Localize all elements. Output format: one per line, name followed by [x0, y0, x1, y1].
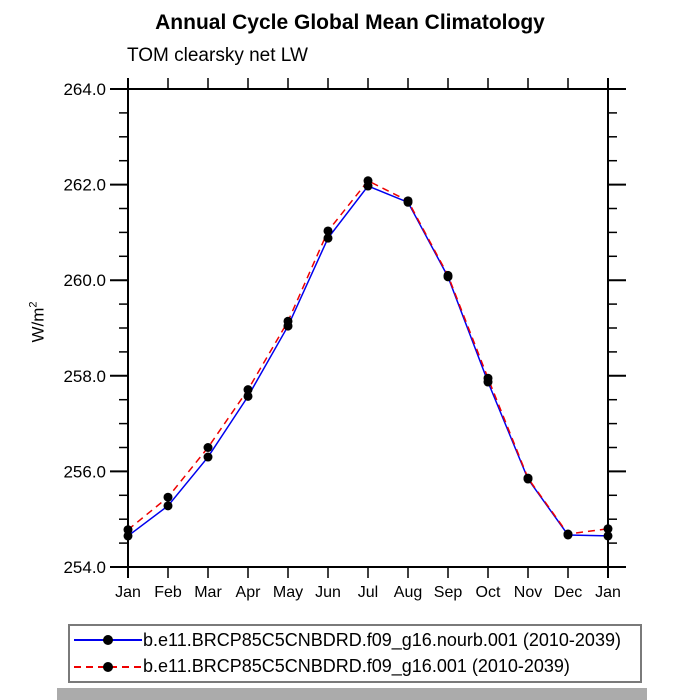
data-point-marker — [163, 501, 173, 511]
data-point-marker — [603, 531, 613, 541]
data-point-marker — [563, 529, 573, 539]
data-point-marker — [123, 531, 133, 541]
legend-sample-marker-icon — [103, 661, 113, 672]
x-tick-label: Apr — [236, 584, 262, 601]
x-tick-label: Oct — [476, 584, 501, 601]
data-point-marker — [283, 316, 293, 326]
chart-subtitle: TOM clearsky net LW — [127, 45, 308, 66]
chart-title: Annual Cycle Global Mean Climatology — [155, 11, 545, 34]
y-tick-label: 264.0 — [63, 80, 106, 99]
chart-canvas: 264.0 262.0 260.0 258.0 256.0 254.0 Jan Feb Mar A… — [63, 78, 626, 601]
x-tick-label: Mar — [194, 584, 222, 601]
x-tick-label: Sep — [434, 584, 463, 601]
data-point-marker — [523, 473, 533, 483]
x-tick-label: Feb — [154, 584, 182, 601]
y-tick-label: 260.0 — [63, 271, 106, 290]
legend-label: b.e11.BRCP85C5CNBDRD.f09_g16.001 (2010-2… — [143, 656, 570, 677]
y-tick-label: 262.0 — [63, 176, 106, 195]
legend-box: b.e11.BRCP85C5CNBDRD.f09_g16.nourb.001 (… — [68, 624, 642, 683]
data-point-marker — [603, 524, 613, 534]
series-line-0 — [127, 185, 609, 537]
data-point-marker — [363, 176, 373, 186]
series-line-1 — [127, 179, 609, 535]
x-tick-label: Jan — [595, 584, 621, 601]
data-point-marker — [203, 452, 213, 462]
data-point-marker — [323, 226, 333, 236]
legend-line-sample — [74, 661, 142, 672]
x-tick-label: Dec — [554, 584, 582, 601]
data-point-marker — [243, 391, 253, 401]
x-tick-label: May — [273, 584, 303, 601]
data-point-marker — [443, 270, 453, 280]
legend-label: b.e11.BRCP85C5CNBDRD.f09_g16.nourb.001 (… — [143, 629, 621, 650]
x-tick-label: Nov — [514, 584, 542, 601]
data-point-marker — [243, 385, 253, 395]
legend-item: b.e11.BRCP85C5CNBDRD.f09_g16.001 (2010-2… — [70, 655, 640, 679]
x-tick-label: Jun — [315, 584, 341, 601]
y-tick-label: 256.0 — [63, 462, 106, 481]
legend-line-sample — [74, 635, 142, 646]
x-tick-label: Jul — [358, 584, 378, 601]
x-tick-label: Aug — [394, 584, 422, 601]
data-point-marker — [123, 525, 133, 535]
data-point-marker — [483, 373, 493, 383]
data-point-marker — [203, 443, 213, 452]
y-tick-label: 258.0 — [63, 367, 106, 386]
bottom-frame-bar — [57, 688, 647, 700]
data-point-marker — [163, 492, 173, 502]
x-tick-label: Jan — [115, 584, 141, 601]
legend-item: b.e11.BRCP85C5CNBDRD.f09_g16.nourb.001 (… — [70, 628, 640, 652]
legend-sample-marker-icon — [103, 635, 113, 646]
data-point-marker — [323, 233, 333, 243]
y-tick-label: 254.0 — [63, 558, 106, 577]
data-point-marker — [403, 196, 413, 206]
